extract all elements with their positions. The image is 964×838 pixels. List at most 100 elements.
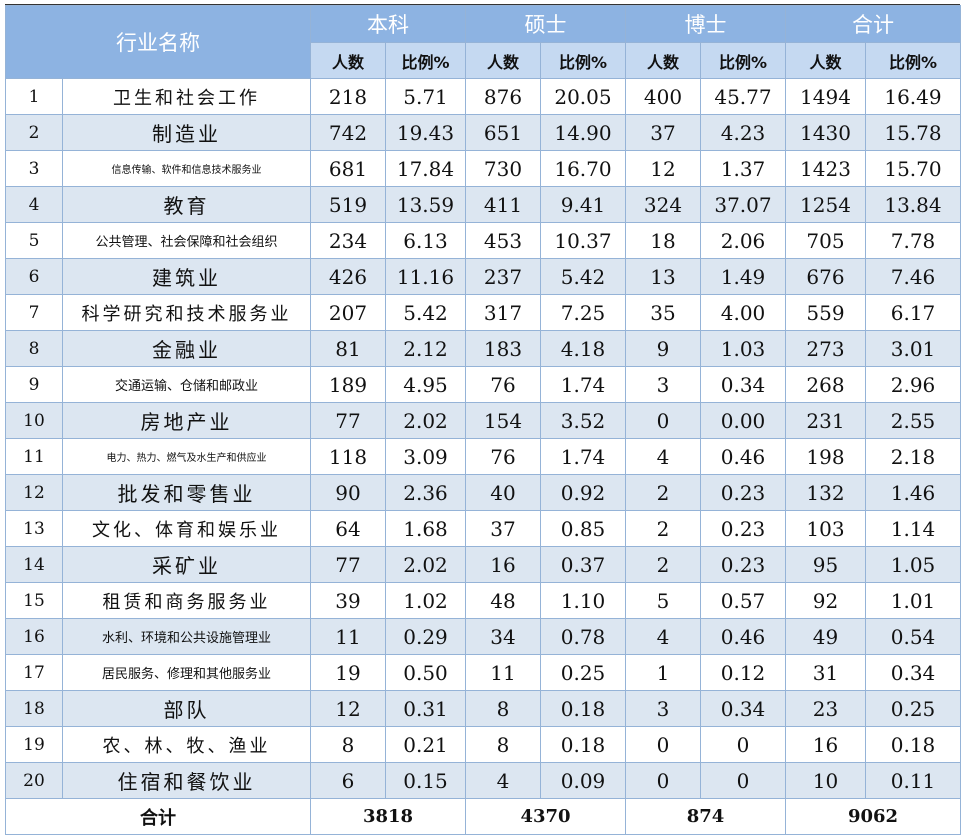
percent-cell: 0.50	[385, 654, 466, 691]
count-cell: 273	[785, 330, 866, 367]
data-row: 13 文化、体育和娱乐业 64 1.68 37 0.85 2 0.23 103 1.14	[5, 510, 961, 547]
count-cell: 64	[310, 510, 386, 547]
count-cell: 681	[310, 150, 386, 187]
industry-name: 教育	[62, 186, 311, 223]
percent-cell: 1.14	[865, 510, 961, 547]
count-cell: 453	[465, 222, 541, 259]
total-value: 3818	[310, 798, 466, 835]
count-cell: 77	[310, 402, 386, 439]
row-index: 9	[5, 366, 63, 403]
name-header: 行业名称	[5, 5, 311, 79]
percent-cell: 4.18	[540, 330, 626, 367]
data-row: 11 电力、热力、燃气及水生产和供应业 118 3.09 76 1.74 4 0.46 198 2…	[5, 438, 961, 475]
industry-name: 水利、环境和公共设施管理业	[62, 618, 311, 655]
row-index: 5	[5, 222, 63, 259]
industry-name: 农、林、牧、渔业	[62, 726, 311, 763]
data-row: 15 租赁和商务服务业 39 1.02 48 1.10 5 0.57 92 1.01	[5, 582, 961, 619]
percent-cell: 7.46	[865, 258, 961, 295]
count-cell: 35	[625, 294, 701, 331]
percent-cell: 0.34	[865, 654, 961, 691]
count-cell: 2	[625, 474, 701, 511]
count-cell: 559	[785, 294, 866, 331]
percent-cell: 10.37	[540, 222, 626, 259]
percent-cell: 13.59	[385, 186, 466, 223]
row-index: 19	[5, 726, 63, 763]
data-row: 3 信息传输、软件和信息技术服务业 681 17.84 730 16.70 12 1.37 14…	[5, 150, 961, 187]
count-cell: 2	[625, 510, 701, 547]
percent-cell: 3.09	[385, 438, 466, 475]
percent-cell: 0.31	[385, 690, 466, 727]
count-cell: 730	[465, 150, 541, 187]
sub-header: 比例%	[865, 42, 961, 79]
count-cell: 23	[785, 690, 866, 727]
percent-cell: 0.00	[700, 402, 786, 439]
count-cell: 103	[785, 510, 866, 547]
industry-name: 建筑业	[62, 258, 311, 295]
count-cell: 31	[785, 654, 866, 691]
percent-cell: 0.57	[700, 582, 786, 619]
percent-cell: 3.01	[865, 330, 961, 367]
count-cell: 411	[465, 186, 541, 223]
percent-cell: 0.15	[385, 762, 466, 799]
data-row: 1 卫生和社会工作 218 5.71 876 20.05 400 45.77 1494 16.49	[5, 78, 961, 115]
count-cell: 218	[310, 78, 386, 115]
percent-cell: 17.84	[385, 150, 466, 187]
row-index: 18	[5, 690, 63, 727]
count-cell: 237	[465, 258, 541, 295]
group-header: 博士	[625, 5, 786, 43]
total-value: 4370	[465, 798, 626, 835]
count-cell: 234	[310, 222, 386, 259]
data-row: 4 教育 519 13.59 411 9.41 324 37.07 1254 13.84	[5, 186, 961, 223]
percent-cell: 0.18	[540, 726, 626, 763]
industry-name: 交通运输、仓储和邮政业	[62, 366, 311, 403]
percent-cell: 1.74	[540, 438, 626, 475]
row-index: 20	[5, 762, 63, 799]
count-cell: 324	[625, 186, 701, 223]
row-index: 8	[5, 330, 63, 367]
total-row: 合计 3818 4370 874 9062	[5, 798, 961, 835]
count-cell: 76	[465, 366, 541, 403]
percent-cell: 0.78	[540, 618, 626, 655]
count-cell: 0	[625, 762, 701, 799]
count-cell: 3	[625, 366, 701, 403]
percent-cell: 7.25	[540, 294, 626, 331]
count-cell: 19	[310, 654, 386, 691]
count-cell: 198	[785, 438, 866, 475]
sub-header: 人数	[625, 42, 701, 79]
data-row: 5 公共管理、社会保障和社会组织 234 6.13 453 10.37 18 2.06 705 7…	[5, 222, 961, 259]
group-header: 本科	[310, 5, 466, 43]
industry-name: 住宿和餐饮业	[62, 762, 311, 799]
percent-cell: 3.52	[540, 402, 626, 439]
row-index: 6	[5, 258, 63, 295]
sub-header: 比例%	[540, 42, 626, 79]
count-cell: 132	[785, 474, 866, 511]
row-index: 4	[5, 186, 63, 223]
count-cell: 8	[310, 726, 386, 763]
row-index: 17	[5, 654, 63, 691]
sub-header: 人数	[465, 42, 541, 79]
count-cell: 8	[465, 690, 541, 727]
percent-cell: 15.78	[865, 114, 961, 151]
count-cell: 268	[785, 366, 866, 403]
data-row: 7 科学研究和技术服务业 207 5.42 317 7.25 35 4.00 559 6.17	[5, 294, 961, 331]
industry-name: 批发和零售业	[62, 474, 311, 511]
industry-name: 电力、热力、燃气及水生产和供应业	[62, 438, 311, 475]
count-cell: 1494	[785, 78, 866, 115]
row-index: 16	[5, 618, 63, 655]
percent-cell: 4.00	[700, 294, 786, 331]
count-cell: 876	[465, 78, 541, 115]
count-cell: 426	[310, 258, 386, 295]
industry-name: 部队	[62, 690, 311, 727]
count-cell: 676	[785, 258, 866, 295]
percent-cell: 45.77	[700, 78, 786, 115]
data-row: 19 农、林、牧、渔业 8 0.21 8 0.18 0 0 16 0.18	[5, 726, 961, 763]
data-row: 18 部队 12 0.31 8 0.18 3 0.34 23 0.25	[5, 690, 961, 727]
percent-cell: 4.95	[385, 366, 466, 403]
percent-cell: 0.11	[865, 762, 961, 799]
count-cell: 16	[785, 726, 866, 763]
subheader-row: 人数 比例% 人数 比例% 人数 比例% 人数 比例%	[6, 42, 961, 79]
industry-name: 公共管理、社会保障和社会组织	[62, 222, 311, 259]
data-row: 9 交通运输、仓储和邮政业 189 4.95 76 1.74 3 0.34 268 2.96	[5, 366, 961, 403]
data-row: 17 居民服务、修理和其他服务业 19 0.50 11 0.25 1 0.12 31 0.34	[5, 654, 961, 691]
